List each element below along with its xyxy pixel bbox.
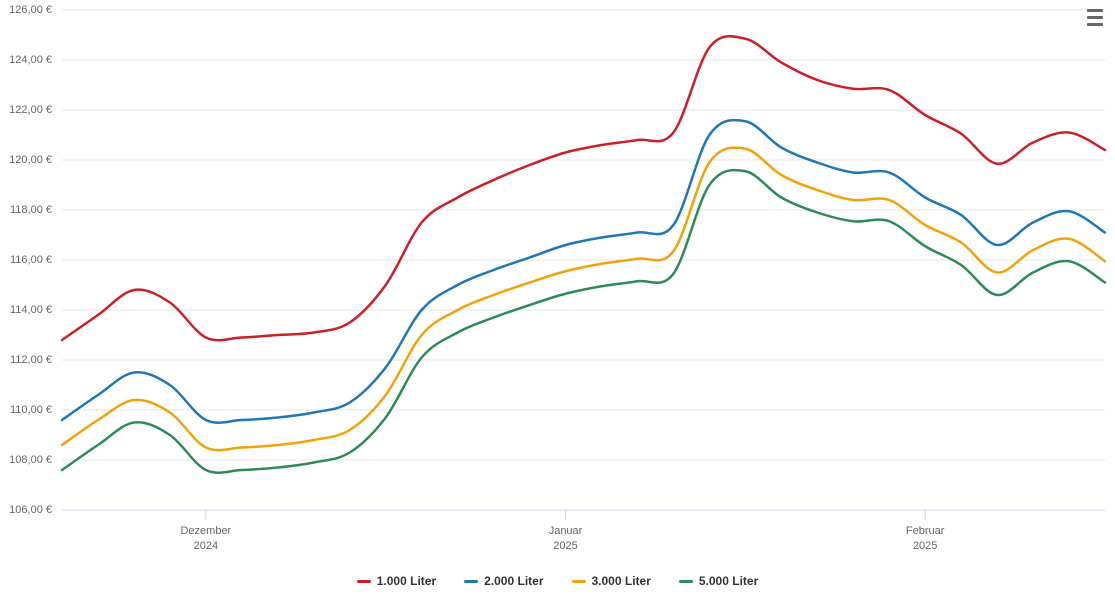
legend-swatch	[679, 580, 693, 583]
series-line	[62, 170, 1105, 473]
x-tick-label: Dezember2024	[180, 524, 231, 554]
y-tick-label: 106,00 €	[0, 504, 52, 516]
y-tick-label: 118,00 €	[0, 204, 52, 216]
y-tick-label: 122,00 €	[0, 104, 52, 116]
y-tick-label: 114,00 €	[0, 304, 52, 316]
series-line	[62, 120, 1105, 423]
legend-item[interactable]: 3.000 Liter	[572, 574, 651, 588]
chart-legend: 1.000 Liter 2.000 Liter 3.000 Liter 5.000 L…	[0, 574, 1115, 588]
legend-label: 2.000 Liter	[484, 574, 543, 588]
y-tick-label: 112,00 €	[0, 354, 52, 366]
legend-label: 5.000 Liter	[699, 574, 758, 588]
legend-swatch	[357, 580, 371, 583]
legend-label: 1.000 Liter	[377, 574, 436, 588]
x-tick-label: Januar2025	[549, 524, 583, 554]
line-chart: 106,00 € 108,00 € 110,00 € 112,00 € 114,00 €…	[0, 0, 1115, 608]
y-tick-label: 120,00 €	[0, 154, 52, 166]
y-tick-label: 126,00 €	[0, 4, 52, 16]
legend-label: 3.000 Liter	[592, 574, 651, 588]
y-tick-label: 116,00 €	[0, 254, 52, 266]
chart-plot-area	[0, 0, 1115, 608]
series-line	[62, 148, 1105, 451]
legend-swatch	[572, 580, 586, 583]
x-tick-label: Februar2025	[906, 524, 945, 554]
chart-menu-button[interactable]	[1083, 6, 1107, 28]
series-line	[62, 36, 1105, 340]
legend-item[interactable]: 2.000 Liter	[464, 574, 543, 588]
hamburger-icon	[1087, 9, 1103, 12]
y-tick-label: 110,00 €	[0, 404, 52, 416]
legend-item[interactable]: 1.000 Liter	[357, 574, 436, 588]
y-tick-label: 124,00 €	[0, 54, 52, 66]
legend-swatch	[464, 580, 478, 583]
legend-item[interactable]: 5.000 Liter	[679, 574, 758, 588]
y-tick-label: 108,00 €	[0, 454, 52, 466]
